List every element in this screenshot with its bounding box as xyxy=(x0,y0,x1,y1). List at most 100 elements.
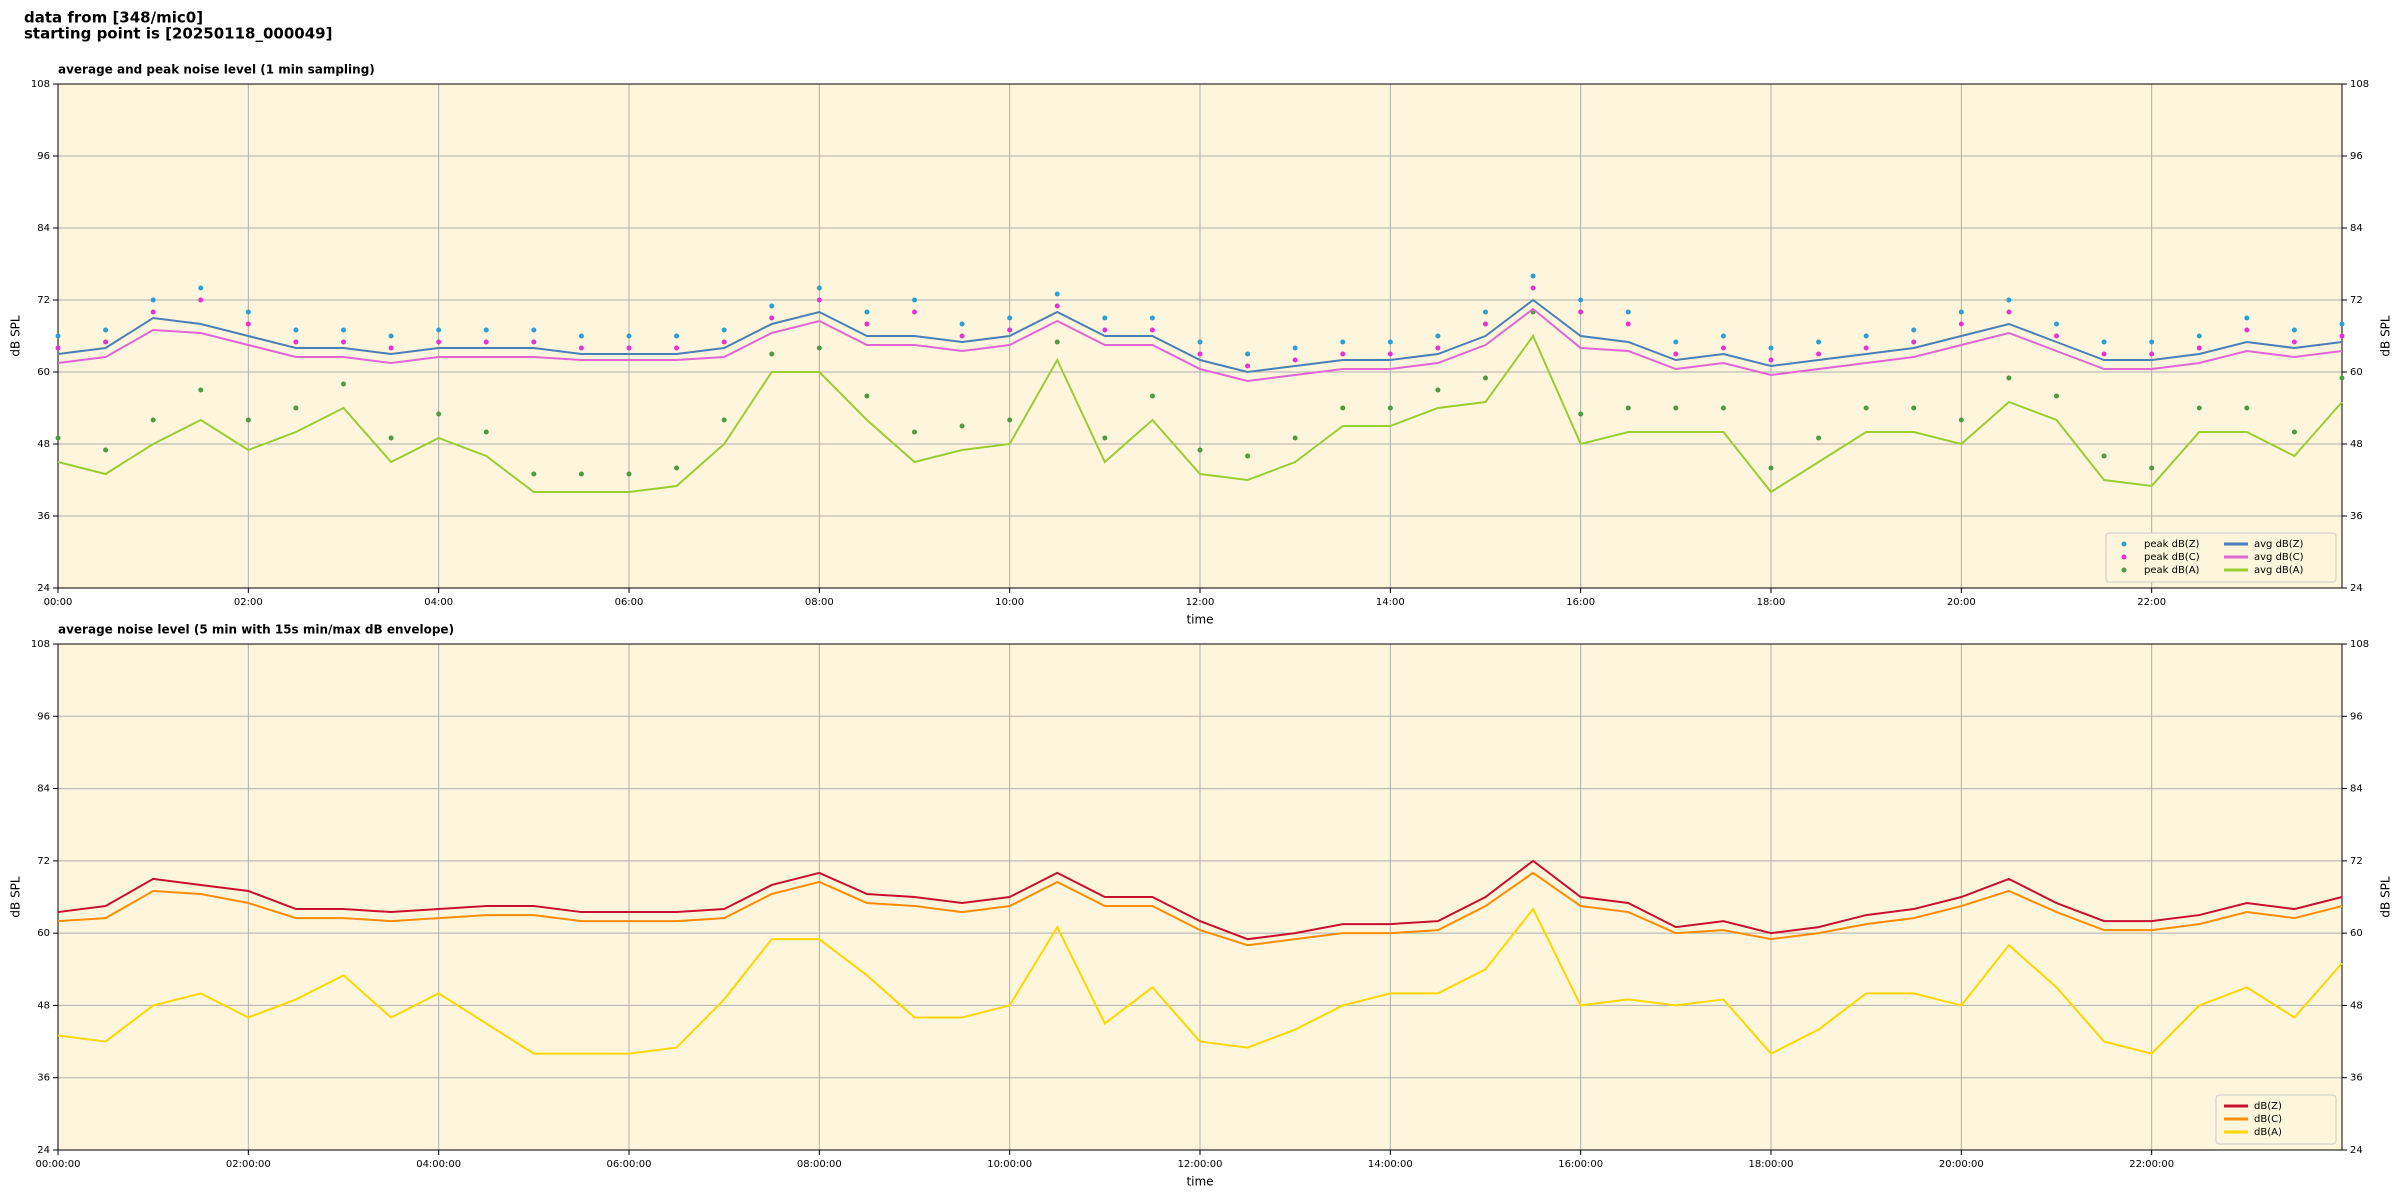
x-tick-label: 08:00:00 xyxy=(797,1159,842,1170)
peak-point xyxy=(721,417,727,423)
peak-point xyxy=(1720,405,1726,411)
peak-point xyxy=(1387,351,1393,357)
y-tick-label: 36 xyxy=(37,511,50,522)
y-tick-label: 96 xyxy=(2350,711,2363,722)
y-tick-label: 24 xyxy=(37,1145,50,1156)
peak-point xyxy=(2101,453,2107,459)
series-line xyxy=(57,859,2343,941)
peak-point xyxy=(1816,435,1822,441)
peak-point xyxy=(2006,309,2012,315)
peak-point xyxy=(674,333,680,339)
peak-point xyxy=(1435,345,1441,351)
peak-point xyxy=(1197,447,1203,453)
peak-point xyxy=(388,333,394,339)
legend xyxy=(2105,532,2337,583)
peak-point xyxy=(2054,393,2059,399)
peak-point xyxy=(1578,309,1584,315)
y-tick-label: 48 xyxy=(2350,439,2363,450)
peak-point xyxy=(1387,405,1393,411)
peak-point xyxy=(150,297,156,303)
x-tick-label: 12:00 xyxy=(1186,597,1215,608)
x-tick-label: 14:00 xyxy=(1376,597,1405,608)
peak-point xyxy=(578,345,584,351)
y-axis-label: dB SPL xyxy=(2379,315,2393,357)
peak-point xyxy=(1816,351,1822,357)
peak-point xyxy=(2006,375,2012,381)
peak-point xyxy=(531,327,537,333)
x-tick-label: 02:00:00 xyxy=(226,1159,271,1170)
peak-point xyxy=(1149,315,1155,321)
x-tick-label: 00:00:00 xyxy=(36,1159,81,1170)
peak-point xyxy=(1958,417,1964,423)
header-line: data from [348/mic0] xyxy=(24,9,203,27)
series-line xyxy=(57,333,2343,494)
peak-point xyxy=(1054,339,1060,345)
peak-point xyxy=(2149,339,2155,345)
peak-point xyxy=(816,297,822,303)
y-tick-label: 96 xyxy=(2350,151,2363,162)
y-tick-label: 84 xyxy=(2350,223,2363,234)
legend-label: avg dB(A) xyxy=(2254,565,2304,576)
peak-point xyxy=(2291,429,2297,435)
y-tick-label: 24 xyxy=(2350,583,2363,594)
peak-point xyxy=(2244,315,2250,321)
legend-label: dB(C) xyxy=(2254,1114,2282,1125)
x-tick-label: 18:00:00 xyxy=(1749,1159,1794,1170)
legend-label: peak dB(Z) xyxy=(2144,539,2200,550)
peak-point xyxy=(1768,357,1774,363)
legend-label: avg dB(Z) xyxy=(2254,539,2304,550)
y-tick-label: 84 xyxy=(2350,784,2363,795)
peak-point xyxy=(1102,435,1108,441)
peak-point xyxy=(2196,405,2202,411)
y-tick-label: 108 xyxy=(2350,639,2369,650)
peak-point xyxy=(1720,345,1726,351)
peak-point xyxy=(626,333,632,339)
legend-swatch xyxy=(2121,567,2127,573)
peak-point xyxy=(150,309,156,315)
peak-point xyxy=(1054,291,1060,297)
peak-point xyxy=(341,381,346,387)
y-tick-label: 84 xyxy=(37,223,50,234)
peak-point xyxy=(1483,375,1488,381)
peak-point xyxy=(912,429,917,435)
peak-point xyxy=(1958,321,1964,327)
peak-point xyxy=(1102,315,1108,321)
peak-point xyxy=(912,297,917,303)
y-tick-label: 72 xyxy=(2350,295,2363,306)
y-tick-label: 24 xyxy=(37,583,50,594)
peak-point xyxy=(769,315,775,321)
x-tick-label: 04:00 xyxy=(424,597,453,608)
peak-point xyxy=(341,327,346,333)
y-tick-label: 60 xyxy=(37,928,50,939)
peak-point xyxy=(198,387,204,393)
peak-point xyxy=(1149,393,1155,399)
peak-point xyxy=(483,429,489,435)
peak-point xyxy=(436,327,442,333)
peak-point xyxy=(1673,339,1679,345)
y-axis-label: dB SPL xyxy=(2379,876,2393,918)
peak-point xyxy=(1625,321,1631,327)
x-tick-label: 14:00:00 xyxy=(1368,1159,1413,1170)
peak-point xyxy=(1245,351,1251,357)
peak-point xyxy=(1054,303,1060,309)
series-line xyxy=(57,307,2343,383)
peak-point xyxy=(1340,339,1346,345)
peak-point xyxy=(1435,387,1441,393)
peak-point xyxy=(198,285,204,291)
peak-point xyxy=(1911,327,1917,333)
peak-point xyxy=(1197,351,1203,357)
y-tick-label: 96 xyxy=(37,711,50,722)
legend-label: peak dB(C) xyxy=(2144,552,2200,563)
series-line xyxy=(57,871,2343,947)
peak-point xyxy=(959,423,965,429)
y-tick-label: 36 xyxy=(2350,511,2363,522)
peak-point xyxy=(1911,339,1917,345)
y-tick-label: 108 xyxy=(31,79,50,90)
peak-point xyxy=(2244,327,2250,333)
peak-point xyxy=(245,321,251,327)
x-axis-label: time xyxy=(1186,613,1213,627)
peak-point xyxy=(55,345,61,351)
peak-point xyxy=(103,339,109,345)
peak-point xyxy=(1530,273,1536,279)
peak-point xyxy=(1102,327,1108,333)
